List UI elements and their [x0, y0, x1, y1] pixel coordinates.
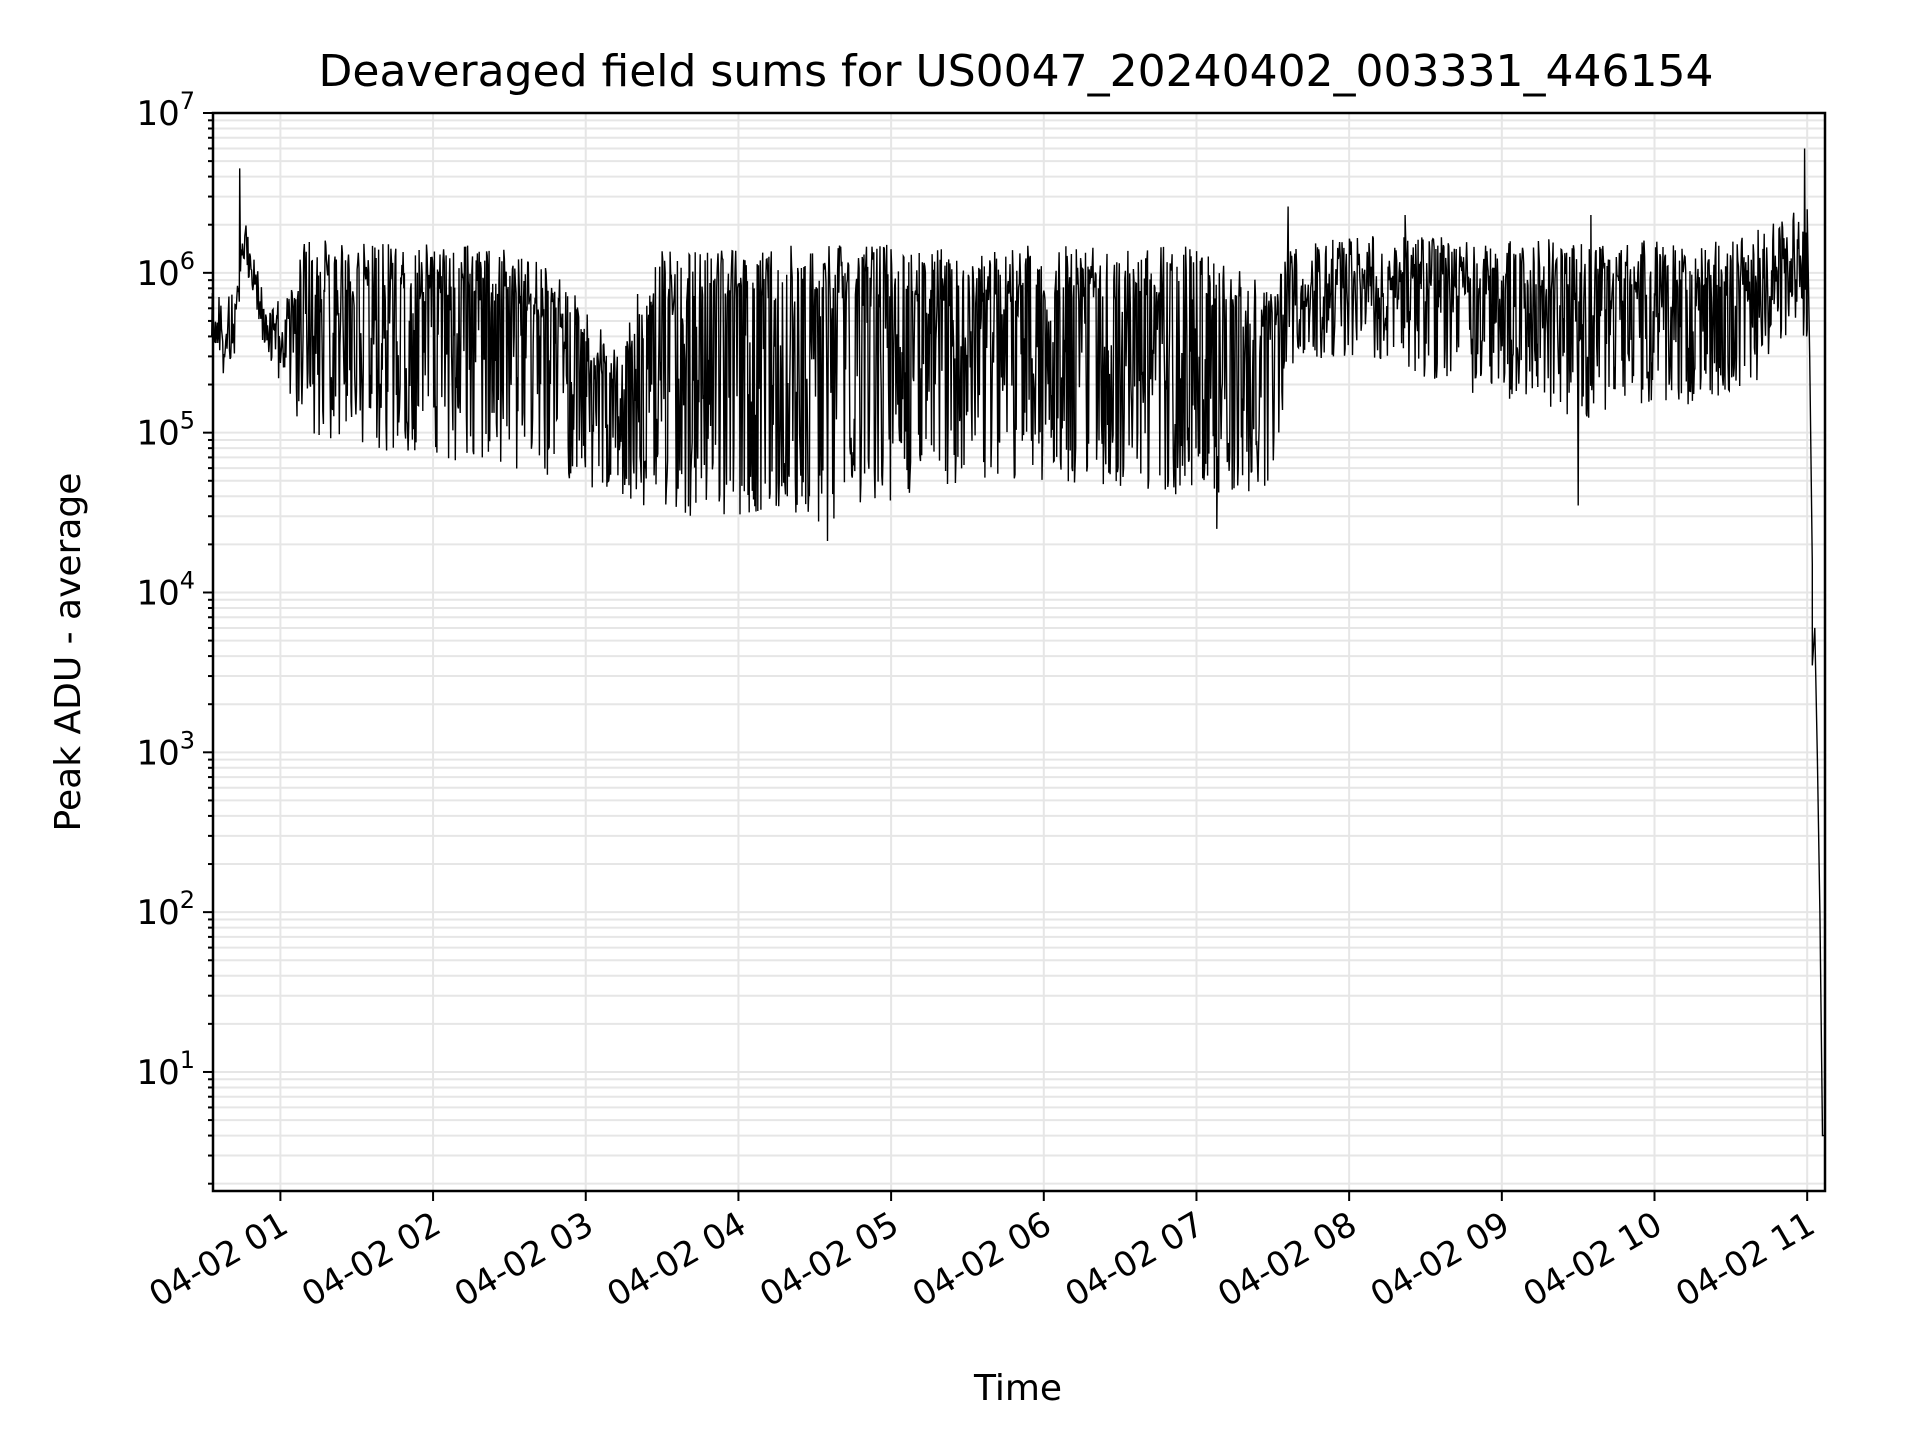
chart-title: Deaveraged field sums for US0047_2024040… — [319, 46, 1714, 97]
y-tick-label: 104 — [136, 566, 195, 613]
plot-area — [211, 148, 1825, 1137]
grid — [213, 112, 1825, 1191]
y-axis-label: Peak ADU - average — [48, 473, 89, 832]
y-tick-label: 105 — [136, 407, 195, 454]
y-tick-label: 107 — [136, 87, 195, 134]
y-tick-label: 101 — [136, 1046, 195, 1093]
y-tick-label: 102 — [136, 886, 195, 933]
y-tick-label: 103 — [136, 726, 195, 773]
x-axis-label: Time — [973, 1368, 1062, 1409]
plot-frame — [211, 111, 1827, 1193]
series-line — [211, 148, 1825, 1137]
y-tick-label: 106 — [136, 247, 195, 294]
